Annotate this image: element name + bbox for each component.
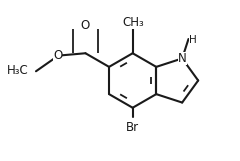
Text: O: O [53,49,62,62]
Text: H₃C: H₃C [7,64,29,77]
Text: O: O [81,19,90,32]
Text: H: H [189,34,197,44]
Text: N: N [178,52,186,65]
Text: CH₃: CH₃ [122,16,144,29]
Text: Br: Br [126,121,139,134]
